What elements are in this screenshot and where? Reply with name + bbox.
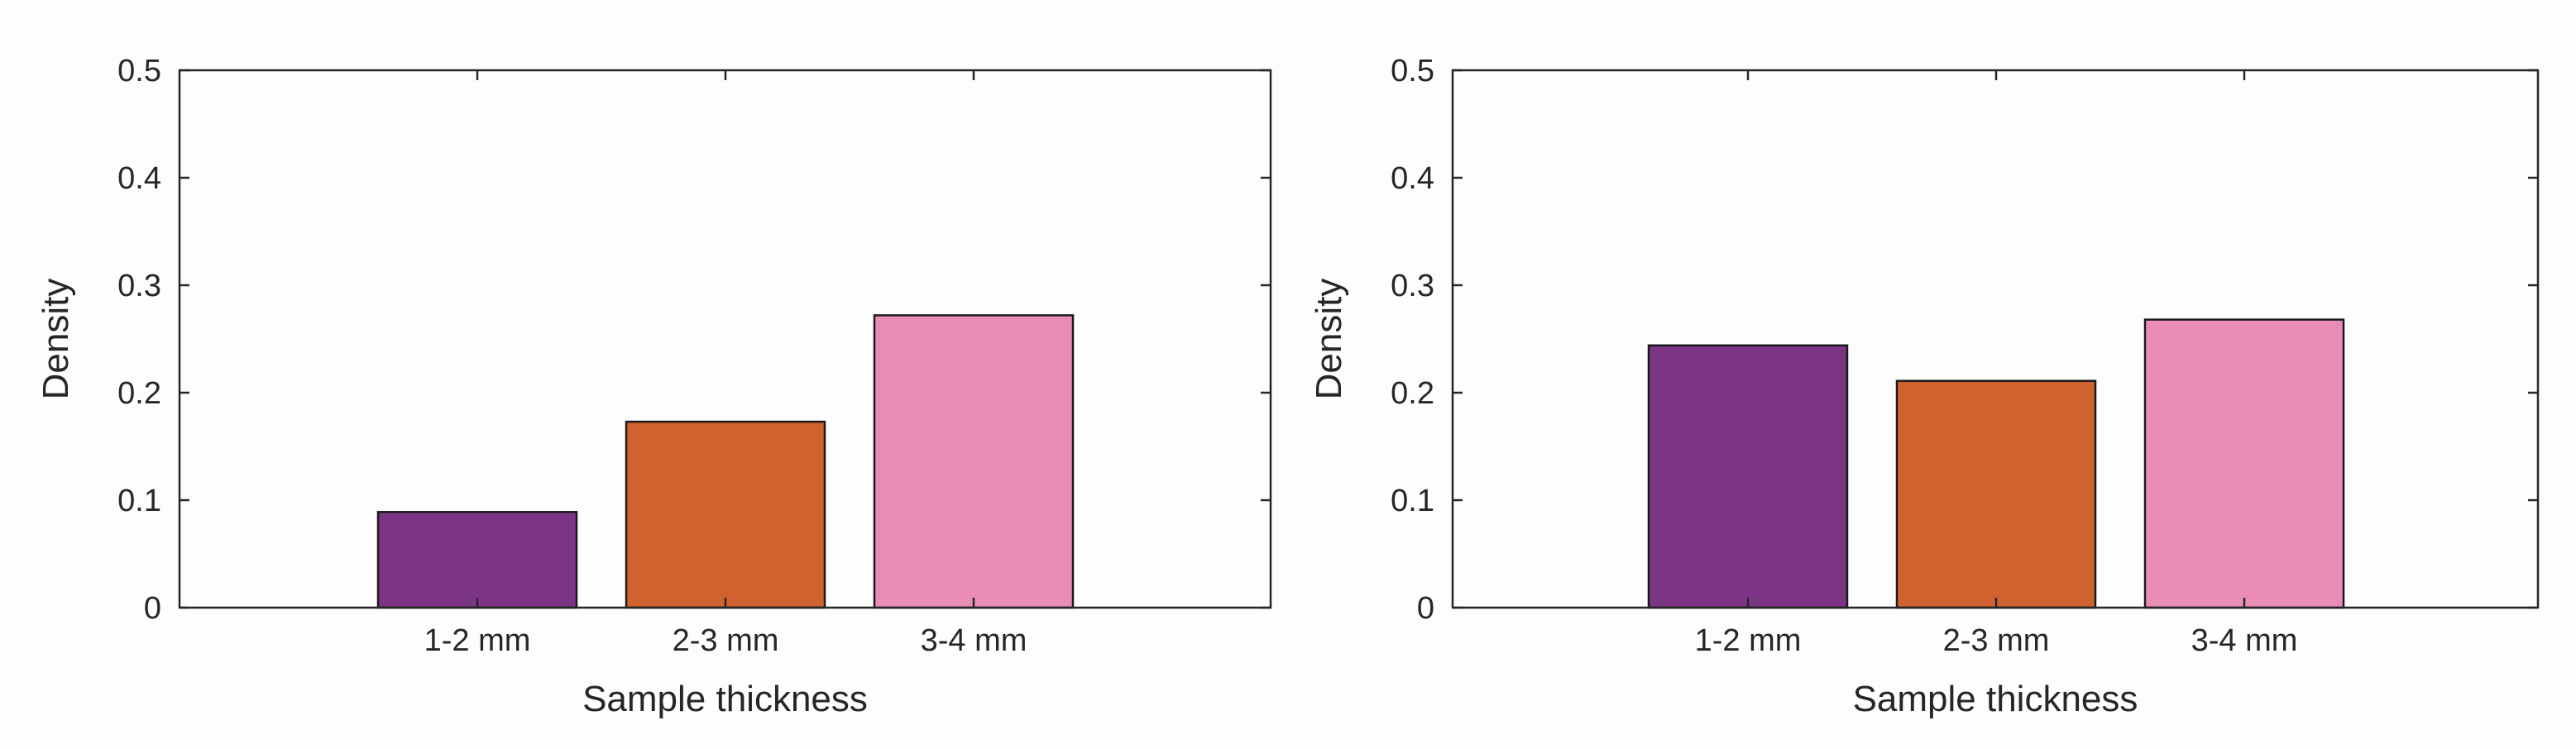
y-tick-label: 0.3 xyxy=(117,269,161,303)
chart-left: 0 0.1 0.2 0.3 0.4 0.5 1-2 mm 2-3 mm 3-4 mm Sample… xyxy=(36,54,1272,719)
y-tick-label: 0.1 xyxy=(1391,484,1434,518)
x-tick-label: 2-3 mm xyxy=(673,623,779,658)
y-tick-label: 0.3 xyxy=(1391,269,1434,303)
y-tick-label: 0 xyxy=(144,591,161,626)
bar-3-4-mm xyxy=(873,314,1075,609)
x-tick-label: 1-2 mm xyxy=(1695,623,1802,658)
bar-2-3-mm xyxy=(625,420,826,609)
y-axis-label: Density xyxy=(36,279,76,400)
y-tick-label: 0.4 xyxy=(1391,161,1434,196)
y-tick-label: 0 xyxy=(1417,591,1434,626)
bar-1-2-mm xyxy=(1647,344,1849,609)
y-axis-label: Density xyxy=(1309,279,1349,400)
bar-2-3-mm xyxy=(1895,379,2097,609)
y-tick-label: 0.5 xyxy=(117,54,161,88)
x-axis-label: Sample thickness xyxy=(1853,679,2138,719)
y-tick-label: 0.2 xyxy=(1391,376,1434,411)
y-tick-label: 0.1 xyxy=(117,484,161,518)
y-tick-label: 0.2 xyxy=(117,376,161,411)
bar-1-2-mm xyxy=(376,511,578,609)
chart-right: 0 0.1 0.2 0.3 0.4 0.5 1-2 mm 2-3 mm 3-4 mm Sample… xyxy=(1309,54,2540,719)
bar-3-4-mm xyxy=(2143,318,2345,609)
x-tick-label: 3-4 mm xyxy=(921,623,1027,658)
x-axis-label: Sample thickness xyxy=(582,679,868,719)
x-tick-label: 1-2 mm xyxy=(424,623,531,658)
y-tick-label: 0.5 xyxy=(1391,54,1434,88)
x-tick-label: 2-3 mm xyxy=(1943,623,2050,658)
x-tick-label: 3-4 mm xyxy=(2191,623,2298,658)
y-tick-label: 0.4 xyxy=(117,161,161,196)
